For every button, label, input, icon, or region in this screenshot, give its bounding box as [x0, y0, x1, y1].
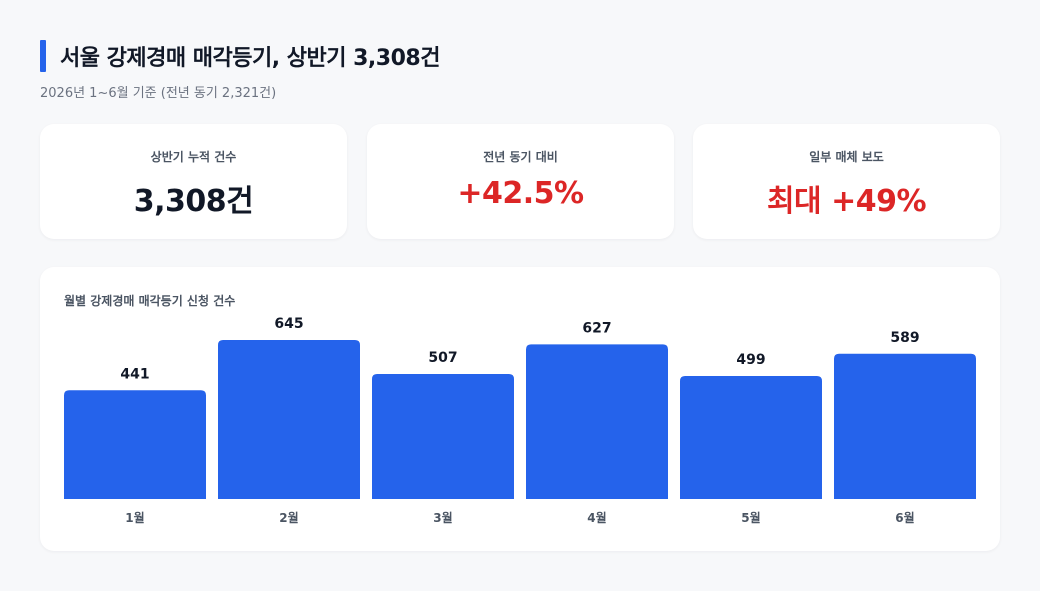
- stat-card-value: 최대 +49%: [766, 184, 927, 219]
- stat-card-value: +42.5%: [457, 176, 584, 211]
- x-tick-label: 3월: [433, 510, 452, 525]
- bar-value-label: 507: [428, 350, 457, 366]
- bar-5: [680, 375, 822, 499]
- bar-value-label: 499: [736, 352, 765, 368]
- page-title: 서울 강제경매 매각등기, 상반기 3,308건: [60, 46, 440, 71]
- bar-value-label: 645: [274, 316, 303, 332]
- stat-card-value: 3,308건: [133, 184, 254, 219]
- x-tick-label: 4월: [587, 510, 606, 525]
- page-subtitle: 2026년 1~6월 기준 (전년 동기 2,321건): [40, 86, 277, 101]
- stat-card-label: 일부 매체 보도: [809, 150, 884, 164]
- bar-value-label: 627: [582, 320, 611, 336]
- bar-1: [64, 390, 206, 499]
- x-tick-label: 1월: [125, 510, 144, 525]
- x-tick-label: 5월: [741, 510, 760, 525]
- bar-4: [526, 344, 668, 499]
- bar-2: [218, 340, 360, 499]
- stat-card-media: 일부 매체 보도 최대 +49%: [693, 124, 1000, 239]
- bar-6: [834, 353, 976, 499]
- title-accent-bar: [40, 40, 46, 72]
- x-tick-label: 6월: [895, 510, 914, 525]
- stat-card-cumulative: 상반기 누적 건수 3,308건: [40, 124, 347, 239]
- stat-card-yoy: 전년 동기 대비 +42.5%: [367, 124, 674, 239]
- header: 서울 강제경매 매각등기, 상반기 3,308건: [40, 40, 440, 72]
- bar-chart: 441 1월 645 2월 507 3월 627 4월 499 5월 589 6월: [64, 316, 976, 525]
- bar-3: [372, 374, 514, 499]
- x-tick-label: 2월: [279, 510, 298, 525]
- stat-card-label: 전년 동기 대비: [483, 150, 558, 164]
- chart-panel: 월별 강제경매 매각등기 신청 건수 441 1월 645 2월 507 3월 627 4월 4…: [40, 267, 1000, 551]
- chart-title: 월별 강제경매 매각등기 신청 건수: [64, 294, 236, 308]
- bar-value-label: 441: [120, 366, 149, 382]
- stat-card-label: 상반기 누적 건수: [150, 150, 237, 164]
- bar-value-label: 589: [890, 330, 919, 346]
